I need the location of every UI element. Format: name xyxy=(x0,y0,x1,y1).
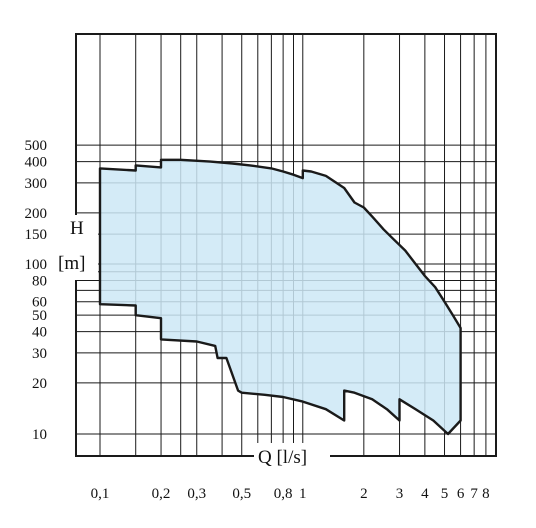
y-tick-label: 50 xyxy=(32,308,47,324)
y-tick-label: 40 xyxy=(32,325,47,341)
x-tick-label: 5 xyxy=(441,486,449,502)
x-tick-label: 2 xyxy=(360,486,368,502)
x-tick-label: 0,1 xyxy=(91,486,110,502)
x-tick-label: 6 xyxy=(457,486,465,502)
y-tick-label: 500 xyxy=(25,138,48,154)
y-tick-label: 100 xyxy=(25,257,48,273)
y-tick-label: 300 xyxy=(25,176,48,192)
y-axis-label-h: H xyxy=(70,218,84,239)
x-tick-label: 0,8 xyxy=(274,486,293,502)
y-tick-label: 60 xyxy=(32,295,47,311)
x-tick-label: 0,2 xyxy=(152,486,171,502)
x-tick-label: 4 xyxy=(421,486,429,502)
y-tick-label: 10 xyxy=(32,427,47,443)
x-tick-label: 1 xyxy=(299,486,307,502)
y-tick-label: 200 xyxy=(25,206,48,222)
x-tick-label: 7 xyxy=(470,486,478,502)
x-tick-label: 0,3 xyxy=(187,486,206,502)
xlabel-background xyxy=(254,443,330,469)
operating-range-area xyxy=(98,158,462,436)
y-axis-label-unit: [m] xyxy=(58,253,85,274)
x-axis-label: Q [l/s] xyxy=(258,447,307,468)
x-tick-labels: 0,1 0,2 0,3 0,5 0,8 1 2 3 4 5 6 7 8 xyxy=(91,486,490,502)
y-tick-label: 30 xyxy=(32,346,47,362)
y-tick-label: 400 xyxy=(25,155,48,171)
x-tick-label: 8 xyxy=(482,486,490,502)
y-tick-label: 150 xyxy=(25,227,48,243)
x-tick-label: 0,5 xyxy=(232,486,251,502)
ylabel-background xyxy=(56,215,98,280)
x-tick-label: 3 xyxy=(396,486,404,502)
y-tick-label: 20 xyxy=(32,376,47,392)
y-tick-label: 80 xyxy=(32,273,47,289)
